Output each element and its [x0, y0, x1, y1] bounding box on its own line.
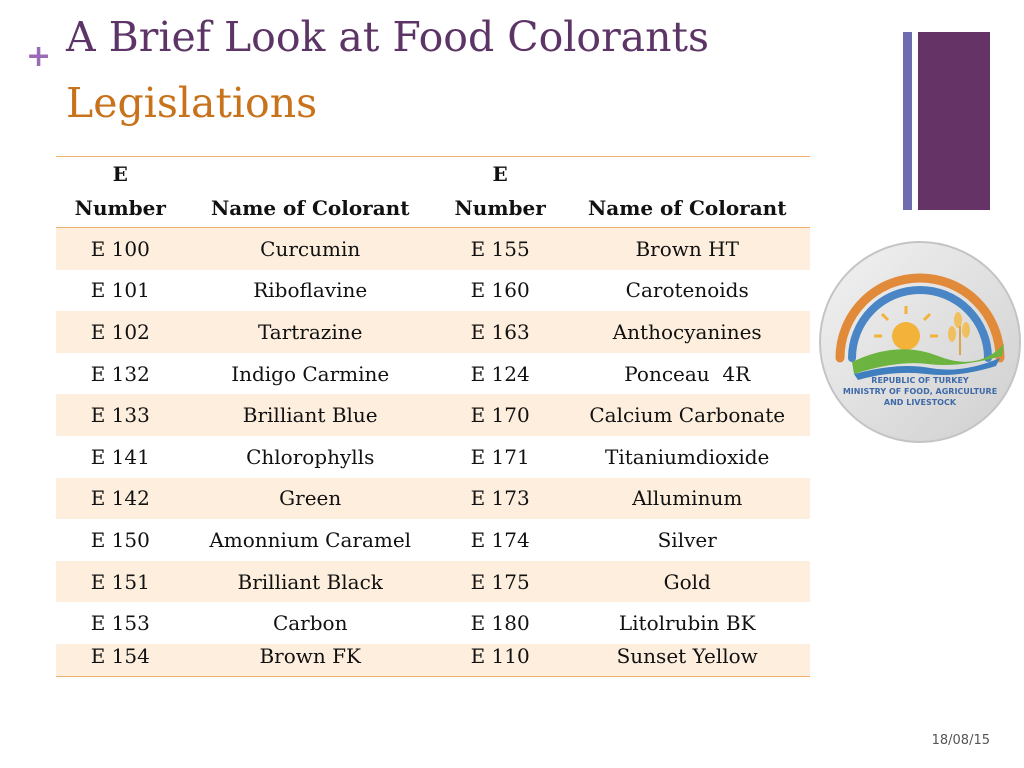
cell-colorant-name: Riboflavine — [253, 278, 368, 303]
cell-colorant-name: Brilliant Blue — [184, 394, 436, 436]
cell-e-number: E 155 — [435, 227, 565, 270]
table-row: E 142 Green E 173 Alluminum — [56, 477, 810, 520]
sun-icon — [874, 306, 938, 350]
table-row: E 132 Indigo Carmine E 124 Ponceau 4R — [56, 353, 810, 395]
logo-text-line1: REPUBLIC OF TURKEY — [871, 376, 969, 385]
accent-bar-thick — [918, 32, 990, 210]
cell-colorant-name: Silver — [657, 527, 717, 552]
cell-e-number: E 175 — [435, 560, 565, 603]
cell-e-number: E 141 — [90, 444, 150, 469]
cell-e-number: E 173 — [435, 477, 565, 520]
cell-e-number: E 151 — [56, 560, 185, 603]
table-row: E 150 Amonnium Caramel E 174 Silver — [56, 519, 810, 561]
cell-e-number: E 100 — [56, 227, 185, 270]
table-row: E 100 Curcumin E 155 Brown HT — [56, 227, 810, 270]
cell-colorant-name: Chlorophylls — [246, 444, 375, 469]
accent-bar-thin — [903, 32, 912, 210]
wheat-icon — [948, 312, 970, 355]
cell-colorant-name: Green — [184, 477, 436, 520]
logo-orange-arc — [835, 273, 1005, 363]
cell-colorant-name: Anthocyanines — [564, 311, 810, 353]
table-row: E 153 Carbon E 180 Litolrubin BK — [56, 602, 810, 644]
plus-bullet-icon: + — [26, 39, 52, 74]
cell-colorant-name: Indigo Carmine — [231, 361, 390, 386]
header-e-number-2-bottom: Number — [454, 196, 546, 220]
header-name-2: Name of Colorant — [564, 156, 810, 228]
cell-colorant-name: Litolrubin BK — [618, 611, 756, 636]
cell-colorant-name: Brown HT — [564, 227, 810, 270]
slide-subtitle: Legislations — [66, 79, 318, 127]
cell-colorant-name: Brilliant Black — [184, 560, 436, 603]
cell-e-number: E 124 — [470, 361, 530, 386]
cell-colorant-name: Brown FK — [184, 643, 436, 677]
cell-e-number: E 160 — [470, 278, 530, 303]
table-row: E 133 Brilliant Blue E 170 Calcium Carbo… — [56, 394, 810, 436]
cell-colorant-name: Carbon — [272, 611, 348, 636]
logo-blue-arc — [848, 286, 992, 362]
cell-e-number: E 163 — [435, 311, 565, 353]
cell-colorant-name: Titaniumdioxide — [605, 444, 770, 469]
table-row: E 102 Tartrazine E 163 Anthocyanines — [56, 311, 810, 353]
cell-colorant-name: Gold — [564, 560, 810, 603]
cell-e-number: E 153 — [90, 611, 150, 636]
table-row: E 101 Riboflavine E 160 Carotenoids — [56, 270, 810, 312]
cell-e-number: E 174 — [470, 527, 530, 552]
logo-text-line3: AND LIVESTOCK — [884, 398, 957, 407]
colorants-table: E Number Name of Colorant E Number Name … — [56, 156, 810, 677]
cell-e-number: E 101 — [90, 278, 150, 303]
cell-colorant-name: Alluminum — [564, 477, 810, 520]
cell-colorant-name: Amonnium Caramel — [209, 527, 412, 552]
header-e-number-2-top: E — [492, 162, 508, 186]
cell-colorant-name: Curcumin — [184, 227, 436, 270]
cell-colorant-name: Ponceau 4R — [624, 361, 751, 386]
header-e-number-1: E Number — [56, 156, 185, 228]
logo-blue-wave — [854, 358, 1000, 380]
cell-e-number: E 150 — [90, 527, 150, 552]
logo-text-line2: MINISTRY OF FOOD, AGRICULTURE — [843, 387, 997, 396]
header-e-number-2: E Number — [435, 156, 565, 228]
table-row: E 154 Brown FK E 110 Sunset Yellow — [56, 643, 810, 677]
cell-e-number: E 102 — [56, 311, 185, 353]
cell-colorant-name: Tartrazine — [184, 311, 436, 353]
cell-colorant-name: Carotenoids — [625, 278, 749, 303]
header-e-number-1-top: E — [112, 162, 128, 186]
cell-e-number: E 132 — [90, 361, 150, 386]
cell-e-number: E 154 — [56, 643, 185, 677]
slide-title: A Brief Look at Food Colorants — [66, 13, 710, 61]
table-row: E 151 Brilliant Black E 175 Gold — [56, 560, 810, 603]
cell-e-number: E 133 — [56, 394, 185, 436]
cell-e-number: E 180 — [470, 611, 530, 636]
cell-e-number: E 171 — [470, 444, 530, 469]
header-e-number-1-bottom: Number — [74, 196, 166, 220]
ministry-logo: REPUBLIC OF TURKEY MINISTRY OF FOOD, AGR… — [819, 241, 1021, 443]
table-row: E 141 Chlorophylls E 171 Titaniumdioxide — [56, 436, 810, 478]
cell-e-number: E 142 — [56, 477, 185, 520]
logo-green-wave — [852, 344, 1004, 374]
header-name-1: Name of Colorant — [184, 156, 436, 228]
slide-date: 18/08/15 — [931, 733, 990, 748]
cell-colorant-name: Sunset Yellow — [564, 643, 810, 677]
cell-colorant-name: Calcium Carbonate — [564, 394, 810, 436]
table-header-row: E Number Name of Colorant E Number Name … — [56, 156, 810, 228]
cell-e-number: E 170 — [435, 394, 565, 436]
cell-e-number: E 110 — [435, 643, 565, 677]
